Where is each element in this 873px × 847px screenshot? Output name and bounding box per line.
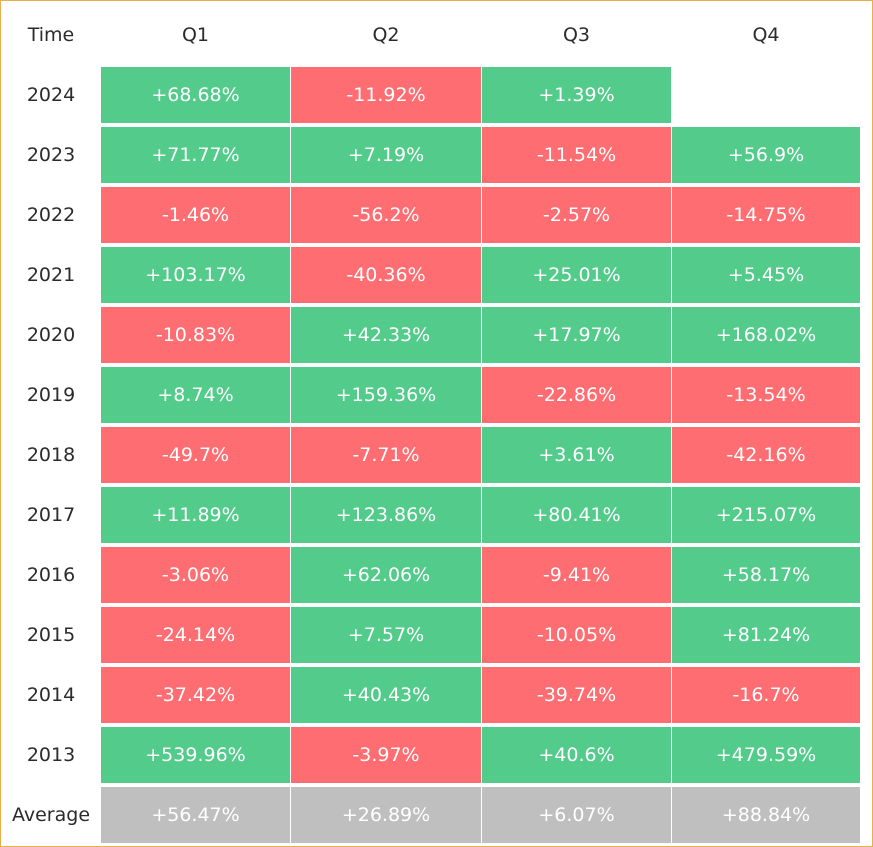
return-cell: +1.39% (482, 67, 671, 123)
return-cell: +7.19% (291, 127, 481, 183)
row-label-2020: 2020 (26, 324, 76, 346)
header-q3: Q3 (562, 24, 591, 46)
header-q2: Q2 (372, 24, 400, 46)
return-cell: -11.92% (291, 67, 481, 123)
average-cell: +6.07% (482, 787, 671, 843)
header-q1: Q1 (181, 24, 210, 46)
return-cell (672, 67, 860, 123)
return-cell: +56.9% (672, 127, 860, 183)
return-cell: -10.83% (101, 307, 290, 363)
return-cell: +71.77% (101, 127, 290, 183)
return-cell: -16.7% (672, 667, 860, 723)
return-cell: +81.24% (672, 607, 860, 663)
row-label-2022: 2022 (26, 204, 76, 226)
return-cell: -24.14% (101, 607, 290, 663)
return-cell: +103.17% (101, 247, 290, 303)
return-cell: -22.86% (482, 367, 671, 423)
return-cell: -9.41% (482, 547, 671, 603)
return-cell: -14.75% (672, 187, 860, 243)
row-label-2017: 2017 (26, 504, 76, 526)
return-cell: +7.57% (291, 607, 481, 663)
return-cell: -11.54% (482, 127, 671, 183)
return-cell: -39.74% (482, 667, 671, 723)
return-cell: -3.06% (101, 547, 290, 603)
return-cell: +40.43% (291, 667, 481, 723)
return-cell: +42.33% (291, 307, 481, 363)
return-cell: -10.05% (482, 607, 671, 663)
return-cell: +123.86% (291, 487, 481, 543)
row-label-2019: 2019 (26, 384, 76, 406)
return-cell: -13.54% (672, 367, 860, 423)
return-cell: +11.89% (101, 487, 290, 543)
row-label-2015: 2015 (26, 624, 76, 646)
row-label-average: Average (11, 804, 91, 826)
row-label-2024: 2024 (26, 84, 76, 106)
return-cell: +17.97% (482, 307, 671, 363)
return-cell: -3.97% (291, 727, 481, 783)
return-cell: +3.61% (482, 427, 671, 483)
row-label-2018: 2018 (26, 444, 76, 466)
return-cell: +8.74% (101, 367, 290, 423)
return-cell: +80.41% (482, 487, 671, 543)
return-cell: +58.17% (672, 547, 860, 603)
return-cell: +25.01% (482, 247, 671, 303)
row-label-2021: 2021 (26, 264, 76, 286)
return-cell: +40.6% (482, 727, 671, 783)
return-cell: +539.96% (101, 727, 290, 783)
return-cell: -56.2% (291, 187, 481, 243)
average-cell: +26.89% (291, 787, 481, 843)
return-cell: +168.02% (672, 307, 860, 363)
return-cell: +68.68% (101, 67, 290, 123)
return-cell: +215.07% (672, 487, 860, 543)
return-cell: -42.16% (672, 427, 860, 483)
average-cell: +88.84% (672, 787, 860, 843)
return-cell: -37.42% (101, 667, 290, 723)
row-label-2016: 2016 (26, 564, 76, 586)
return-cell: -2.57% (482, 187, 671, 243)
return-cell: +159.36% (291, 367, 481, 423)
header-q4: Q4 (752, 24, 780, 46)
average-cell: +56.47% (101, 787, 290, 843)
return-cell: +479.59% (672, 727, 860, 783)
return-cell: -1.46% (101, 187, 290, 243)
return-cell: -40.36% (291, 247, 481, 303)
row-label-2014: 2014 (26, 684, 76, 706)
return-cell: +62.06% (291, 547, 481, 603)
return-cell: +5.45% (672, 247, 860, 303)
row-label-2013: 2013 (26, 744, 76, 766)
header-time: Time (27, 24, 75, 46)
return-cell: -49.7% (101, 427, 290, 483)
return-cell: -7.71% (291, 427, 481, 483)
row-label-2023: 2023 (26, 144, 76, 166)
